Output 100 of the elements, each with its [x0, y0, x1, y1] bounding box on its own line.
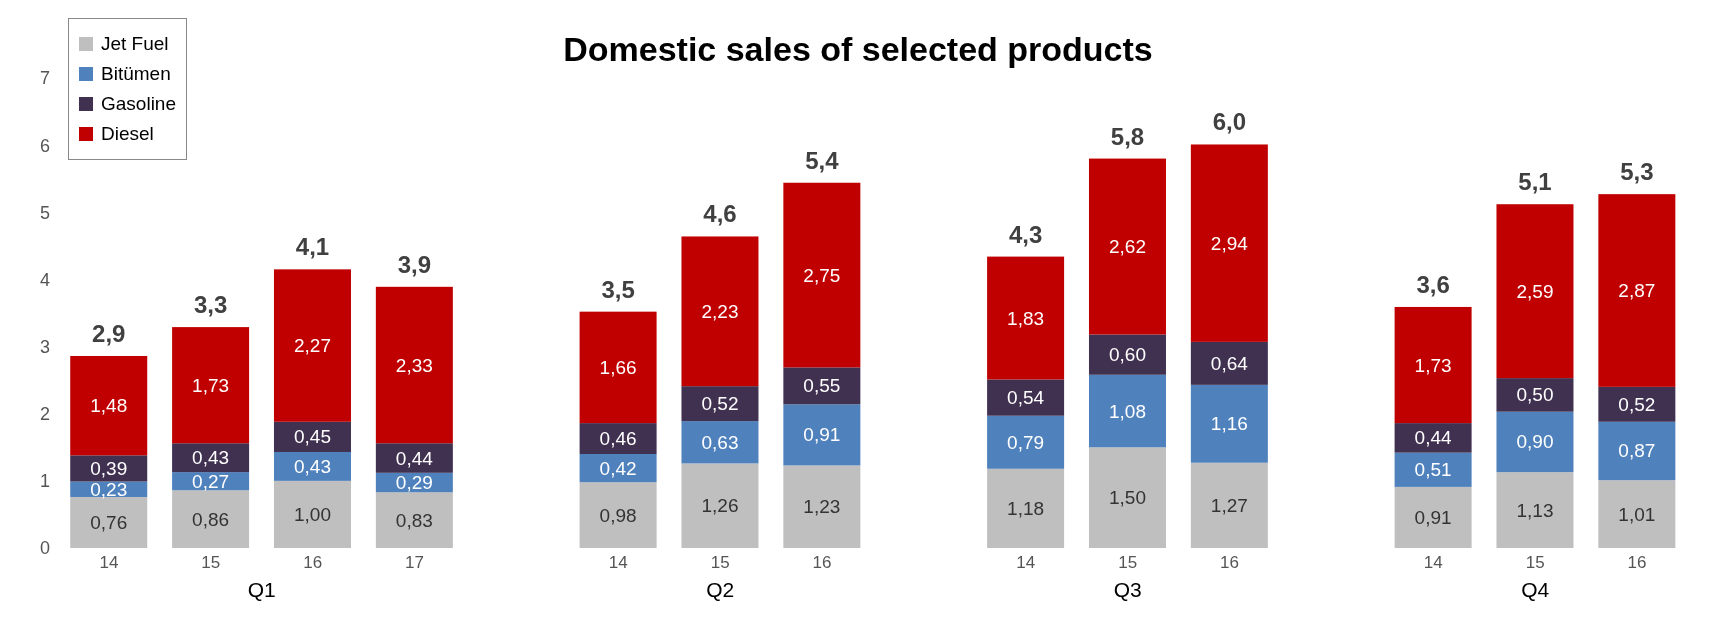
- x-tick-label: 15: [1118, 553, 1138, 573]
- bar: [1190, 462, 1268, 548]
- legend-label: Jet Fuel: [101, 33, 169, 55]
- data-label: 1,27: [1210, 494, 1248, 516]
- data-label: 0,76: [90, 511, 128, 533]
- y-tick-label: 1: [39, 471, 50, 492]
- bar: [783, 182, 861, 368]
- data-label: 1,26: [701, 495, 739, 517]
- total-label: 3,5: [601, 275, 635, 303]
- data-label: 1,50: [1108, 487, 1146, 509]
- data-label: 1,73: [192, 374, 230, 396]
- total-label: 5,1: [1518, 168, 1552, 196]
- bar: [70, 455, 148, 482]
- bar: [375, 492, 453, 548]
- legend-label: Gasoline: [101, 93, 176, 115]
- data-label: 0,63: [701, 431, 739, 453]
- bar: [783, 465, 861, 548]
- x-tick-label: 16: [1220, 553, 1240, 573]
- y-tick-label: 7: [39, 68, 50, 89]
- data-label: 0,83: [395, 509, 433, 531]
- bar: [1190, 384, 1268, 463]
- total-label: 6,0: [1212, 108, 1247, 136]
- data-label: 1,23: [803, 496, 841, 518]
- data-label: 0,44: [1414, 427, 1453, 449]
- bar: [1190, 144, 1268, 342]
- total-label: 5,4: [805, 146, 840, 174]
- data-label: 0,44: [395, 447, 434, 469]
- data-label: 0,27: [192, 470, 230, 492]
- bar: [375, 286, 453, 444]
- legend-label: Diesel: [101, 123, 154, 145]
- data-label: 2,33: [395, 354, 433, 376]
- bar: [681, 236, 759, 387]
- x-tick-label: 15: [710, 553, 730, 573]
- x-tick-label: 14: [608, 553, 628, 573]
- data-label: 0,90: [1516, 431, 1554, 453]
- bar: [987, 415, 1065, 469]
- text: Q4: [1520, 578, 1551, 602]
- bar: [1496, 204, 1574, 379]
- total-label: 5,3: [1620, 158, 1654, 186]
- data-label: 2,59: [1516, 280, 1554, 302]
- data-label: 0,86: [192, 508, 230, 530]
- chart-title: Domestic sales of selected products: [563, 30, 1153, 68]
- bar: [579, 423, 657, 454]
- y-tick-label: 4: [39, 269, 50, 290]
- data-label: 1,83: [1007, 307, 1045, 329]
- data-label: 2,27: [293, 335, 331, 357]
- bar: [1394, 486, 1472, 548]
- data-label: 1,01: [1618, 503, 1656, 525]
- data-label: 2,94: [1210, 232, 1249, 254]
- data-label: 1,08: [1108, 400, 1146, 422]
- x-tick-label: 17: [405, 553, 425, 573]
- bar: [273, 269, 351, 422]
- bar: [1496, 378, 1574, 412]
- data-label: 1,73: [1414, 354, 1452, 376]
- bar: [987, 468, 1065, 548]
- y-tick-label: 0: [39, 538, 50, 559]
- data-label: 0,51: [1414, 459, 1452, 481]
- bar: [1394, 452, 1472, 487]
- data-label: 0,91: [803, 424, 841, 446]
- data-label: 2,75: [803, 264, 841, 286]
- total-label: 4,3: [1008, 220, 1043, 248]
- bar: [783, 367, 861, 405]
- total-label: 5,8: [1110, 122, 1145, 150]
- total-label: 2,9: [92, 319, 126, 347]
- data-label: 1,48: [90, 395, 128, 417]
- bar: [987, 256, 1065, 380]
- bar: [172, 490, 250, 548]
- data-label: 0,29: [395, 472, 433, 494]
- data-label: 0,55: [803, 375, 841, 397]
- x-tick-label: 14: [99, 553, 119, 573]
- y-tick-label: 5: [39, 202, 50, 223]
- data-label: 0,91: [1414, 506, 1452, 528]
- bar: [70, 355, 148, 456]
- text: Q1: [246, 578, 277, 602]
- bar: [375, 443, 453, 473]
- bar: [273, 451, 351, 481]
- bar: [1394, 306, 1472, 424]
- bar: [1598, 194, 1676, 387]
- data-label: 1,66: [599, 356, 637, 378]
- total-label: 4,6: [703, 200, 737, 228]
- bar: [1088, 447, 1166, 548]
- bar: [1394, 423, 1472, 453]
- bar: [579, 311, 657, 424]
- data-label: 0,50: [1516, 384, 1554, 406]
- data-label: 0,52: [1618, 393, 1656, 415]
- data-label: 0,64: [1210, 352, 1249, 374]
- x-tick-label: 15: [1525, 553, 1545, 573]
- bar: [172, 327, 250, 444]
- data-label: 0,39: [90, 457, 128, 479]
- x-tick-label: 16: [303, 553, 323, 573]
- x-tick-label: 16: [812, 553, 832, 573]
- bar: [1598, 386, 1676, 422]
- bar: [1496, 472, 1574, 548]
- data-label: 0,54: [1007, 387, 1045, 409]
- bar: [579, 482, 657, 548]
- data-label: 0,79: [1007, 431, 1045, 453]
- data-label: 1,13: [1516, 499, 1554, 521]
- x-tick-label: 14: [1423, 553, 1443, 573]
- total-label: 3,9: [397, 250, 432, 278]
- data-label: 0,60: [1108, 344, 1146, 366]
